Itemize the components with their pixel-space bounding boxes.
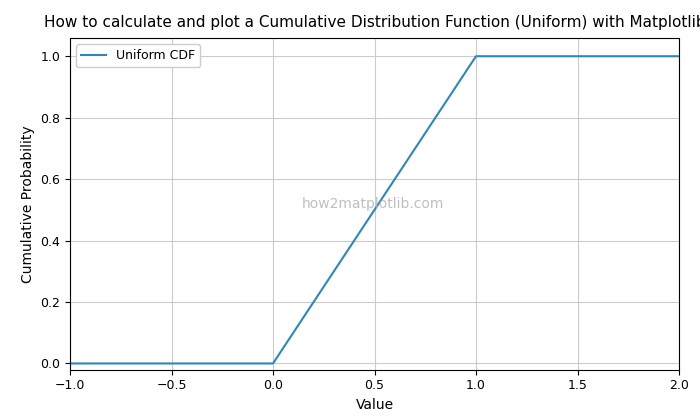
Y-axis label: Cumulative Probability: Cumulative Probability [21,125,35,283]
Line: Uniform CDF: Uniform CDF [70,56,679,363]
Uniform CDF [472,54,480,59]
Uniform CDF [269,361,277,366]
Title: How to calculate and plot a Cumulative Distribution Function (Uniform) with Matp: How to calculate and plot a Cumulative D… [43,15,700,30]
Legend: Uniform CDF: Uniform CDF [76,44,200,67]
Uniform CDF [66,361,74,366]
X-axis label: Value: Value [356,398,393,412]
Uniform CDF [675,54,683,59]
Text: how2matplotlib.com: how2matplotlib.com [302,197,444,211]
